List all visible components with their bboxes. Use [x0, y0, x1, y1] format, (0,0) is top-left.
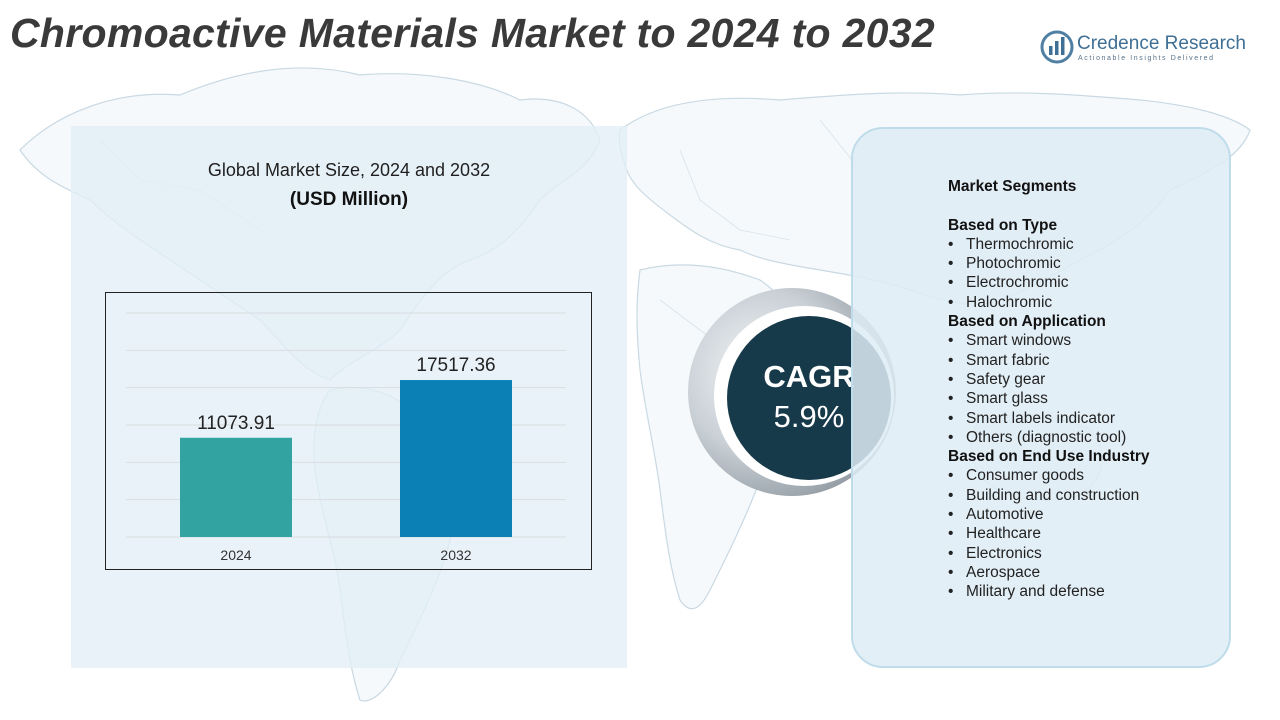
brand-tagline: Actionable Insights Delivered	[1078, 55, 1215, 62]
segments-panel: Market Segments Based on Type Thermochro…	[851, 127, 1231, 668]
segment-item: Consumer goods	[948, 466, 1228, 486]
segment-item: Automotive	[948, 505, 1228, 525]
data-label-2032: 17517.36	[416, 355, 495, 376]
bar-2032	[400, 380, 512, 537]
segment-item: Healthcare	[948, 524, 1228, 544]
segment-item: Military and defense	[948, 582, 1228, 602]
bar-chart-svg: 11073.91 2024 17517.36 2032	[126, 312, 566, 563]
cagr-label: CAGR	[763, 359, 855, 394]
segment-item: Electronics	[948, 544, 1228, 564]
segment-item: Smart labels indicator	[948, 409, 1228, 429]
segment-item: Others (diagnostic tool)	[948, 428, 1228, 448]
chart-panel: Global Market Size, 2024 and 2032 (USD M…	[71, 126, 627, 668]
page-title: Chromoactive Materials Market to 2024 to…	[10, 10, 935, 56]
x-tick-label-2032: 2032	[440, 547, 471, 563]
segment-item: Smart windows	[948, 331, 1228, 351]
segments-list: Market Segments Based on Type Thermochro…	[948, 177, 1228, 602]
credence-logo-icon	[1040, 30, 1074, 64]
segment-item: Electrochromic	[948, 273, 1228, 293]
chart-unit: (USD Million)	[289, 189, 409, 210]
brand-name: Credence Research	[1077, 33, 1246, 54]
cagr-circle	[688, 288, 896, 496]
segment-item: Smart fabric	[948, 351, 1228, 371]
segment-item: Thermochromic	[948, 235, 1228, 255]
x-tick-label-2024: 2024	[220, 547, 251, 563]
segment-item: Smart glass	[948, 389, 1228, 409]
bar-chart: 11073.91 2024 17517.36 2032	[105, 292, 592, 570]
data-label-2024: 11073.91	[197, 413, 275, 434]
segment-item: Building and construction	[948, 486, 1228, 506]
segment-item: Safety gear	[948, 370, 1228, 390]
segment-group-title: Based on Type	[948, 216, 1058, 234]
chart-title: Global Market Size, 2024 and 2032	[207, 160, 491, 180]
segment-item: Photochromic	[948, 254, 1228, 274]
segments-heading: Market Segments	[948, 178, 1077, 195]
segment-group-title: Based on End Use Industry	[948, 448, 1150, 466]
segments-spacer	[948, 196, 1228, 215]
cagr-value: 5.9%	[773, 399, 845, 434]
segment-item: Aerospace	[948, 563, 1228, 583]
brand-block: Credence Research Actionable Insights De…	[1040, 30, 1270, 70]
bar-2024	[180, 437, 292, 537]
segment-item: Halochromic	[948, 293, 1228, 313]
cagr-badge: CAGR 5.9%	[686, 286, 898, 498]
segment-group-title: Based on Application	[948, 313, 1106, 331]
